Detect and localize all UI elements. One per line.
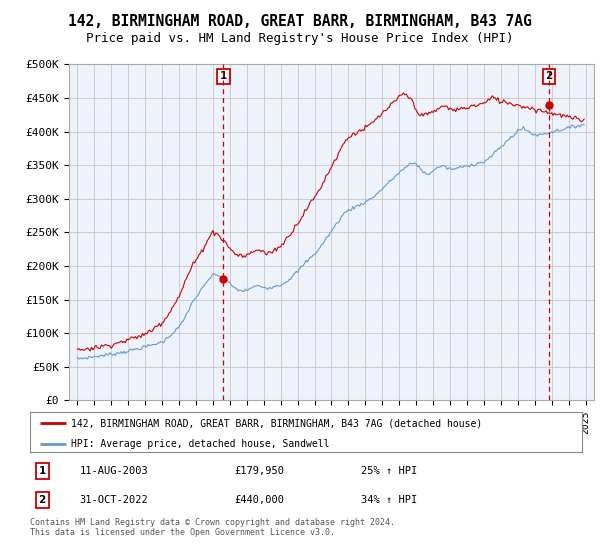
Text: Price paid vs. HM Land Registry's House Price Index (HPI): Price paid vs. HM Land Registry's House … (86, 32, 514, 45)
Text: 11-AUG-2003: 11-AUG-2003 (80, 466, 148, 475)
Text: 2: 2 (38, 496, 46, 505)
Text: 2: 2 (545, 72, 553, 82)
Text: HPI: Average price, detached house, Sandwell: HPI: Average price, detached house, Sand… (71, 438, 330, 449)
Text: 142, BIRMINGHAM ROAD, GREAT BARR, BIRMINGHAM, B43 7AG: 142, BIRMINGHAM ROAD, GREAT BARR, BIRMIN… (68, 14, 532, 29)
Text: 25% ↑ HPI: 25% ↑ HPI (361, 466, 418, 475)
Text: Contains HM Land Registry data © Crown copyright and database right 2024.
This d: Contains HM Land Registry data © Crown c… (30, 518, 395, 538)
Text: 1: 1 (38, 466, 46, 475)
Text: £440,000: £440,000 (234, 496, 284, 505)
Text: 31-OCT-2022: 31-OCT-2022 (80, 496, 148, 505)
Text: 34% ↑ HPI: 34% ↑ HPI (361, 496, 418, 505)
Text: 1: 1 (220, 72, 227, 82)
Text: £179,950: £179,950 (234, 466, 284, 475)
Text: 142, BIRMINGHAM ROAD, GREAT BARR, BIRMINGHAM, B43 7AG (detached house): 142, BIRMINGHAM ROAD, GREAT BARR, BIRMIN… (71, 418, 482, 428)
